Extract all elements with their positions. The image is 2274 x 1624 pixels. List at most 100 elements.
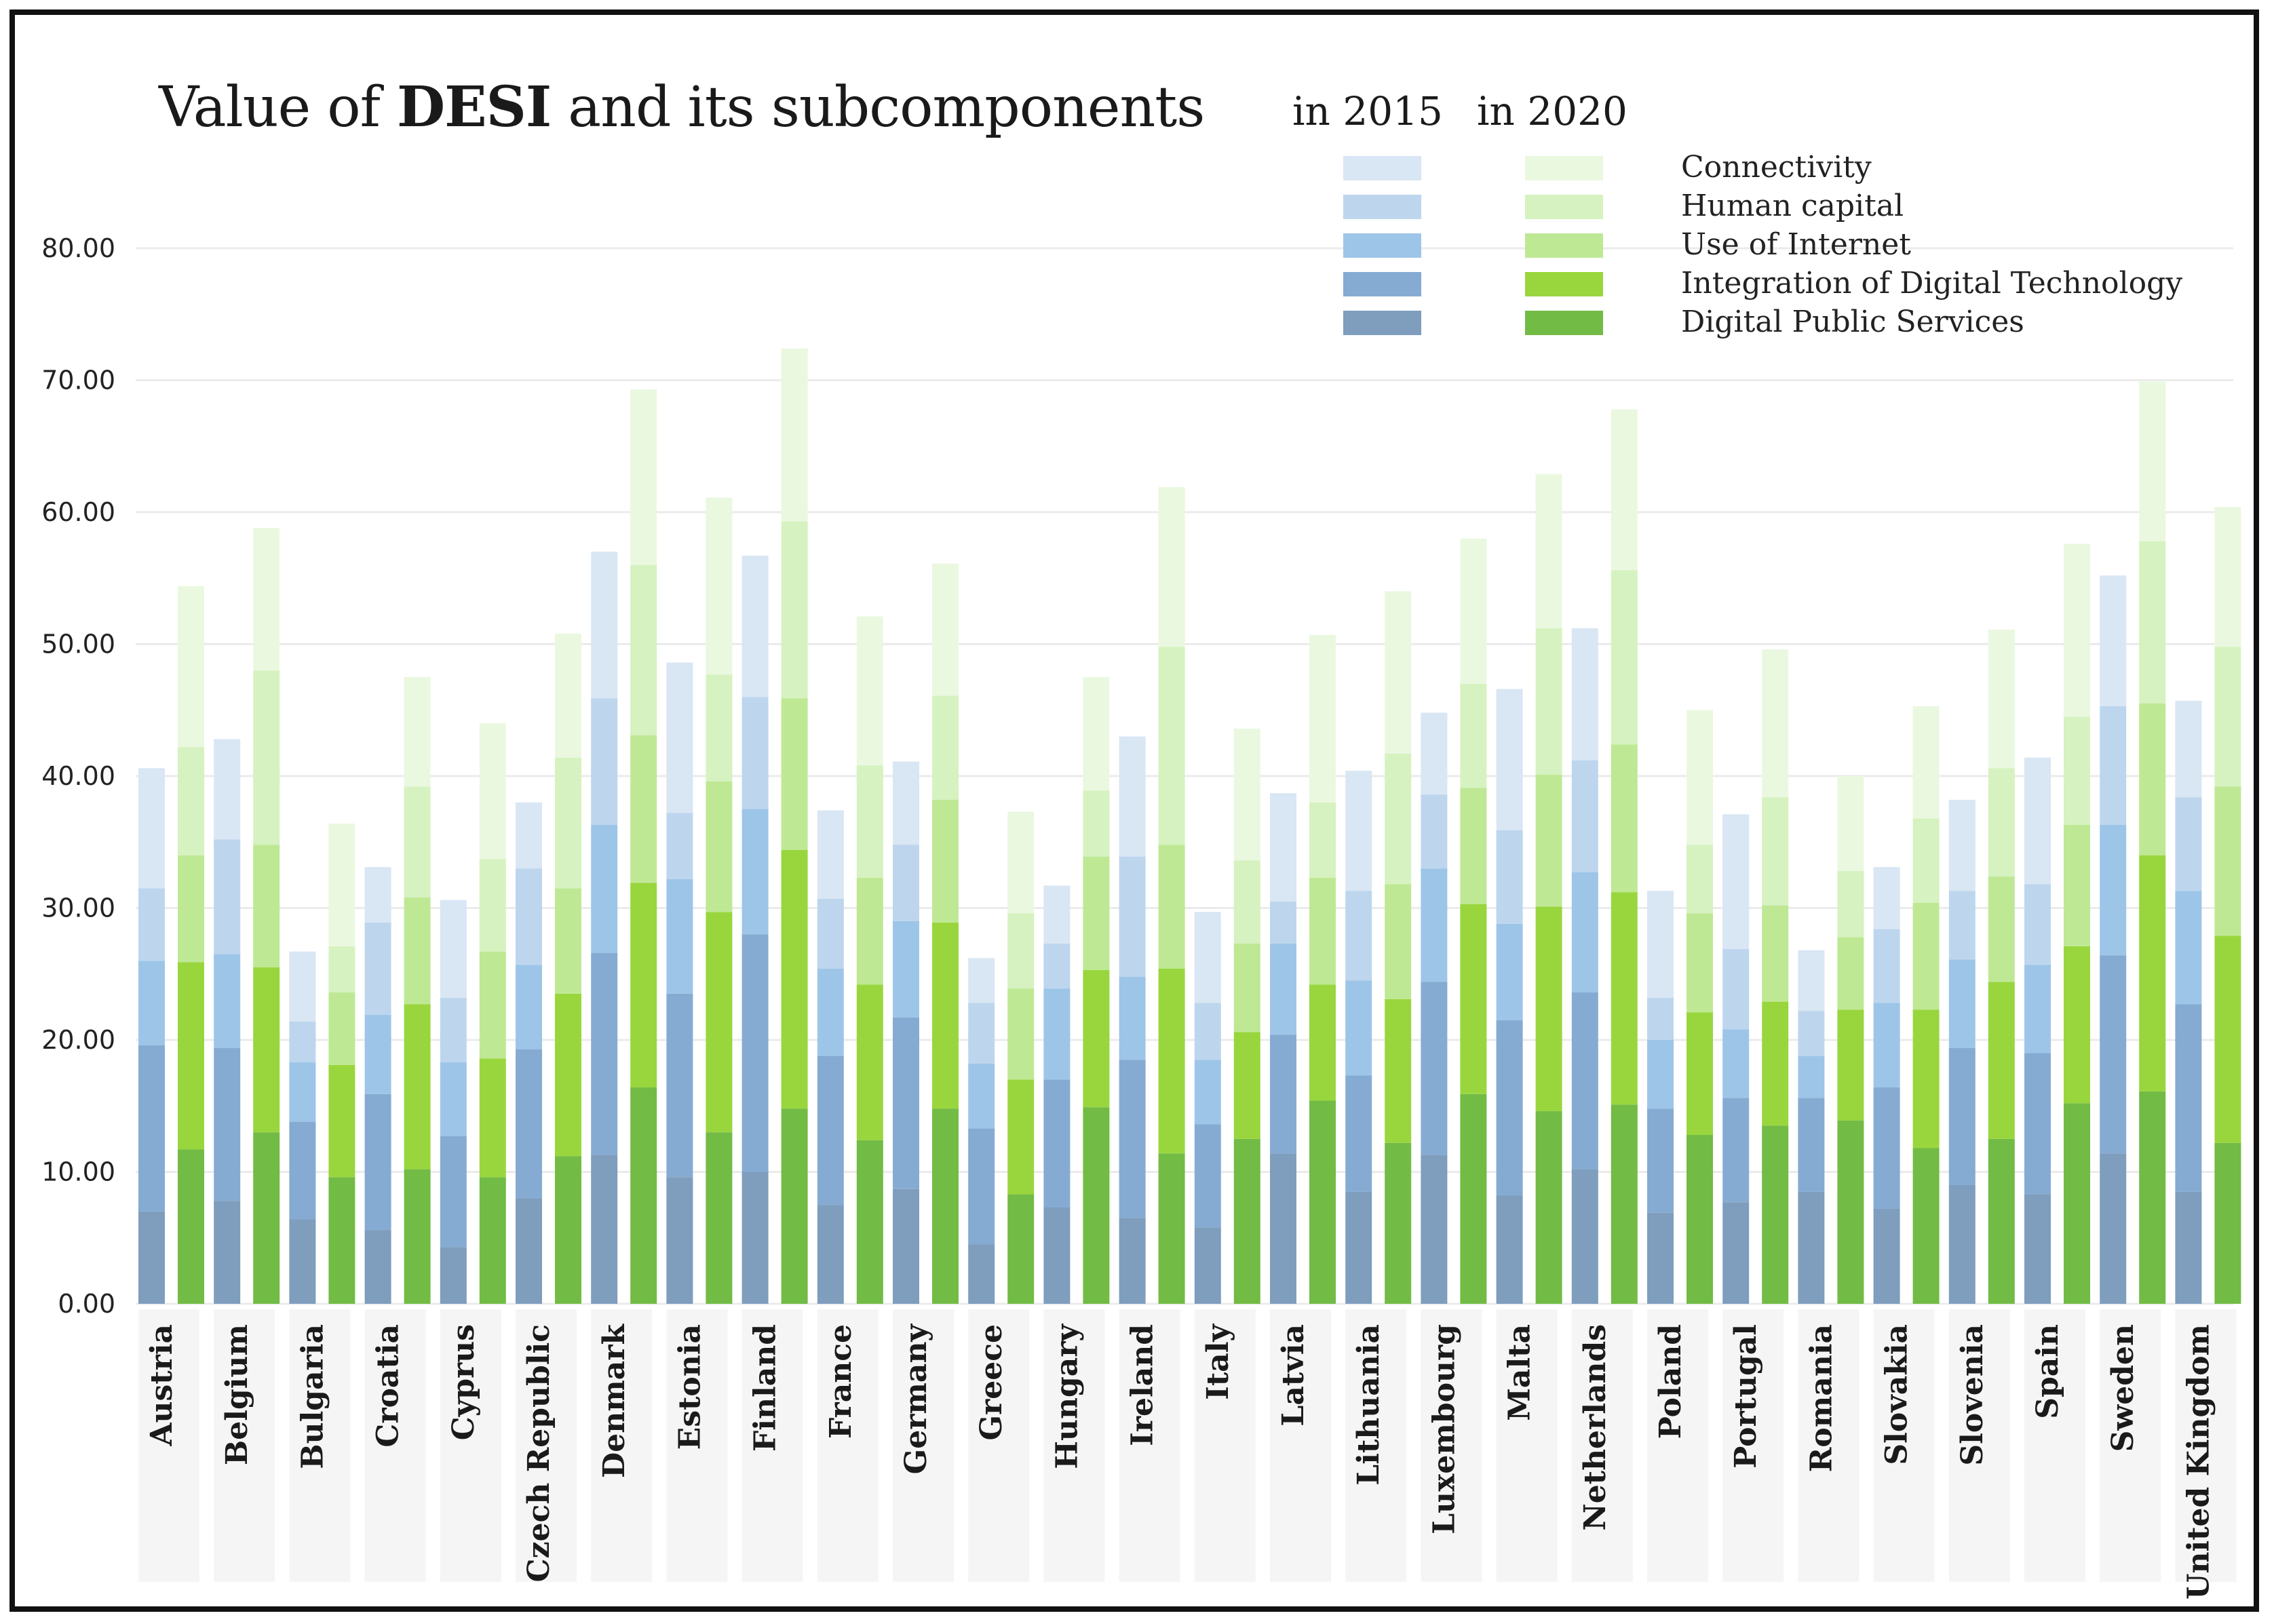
y-tick-label: 70.00 [41, 366, 115, 395]
bar-2020-digital-public-services [1385, 1142, 1412, 1304]
category-band [1647, 1309, 1708, 1582]
bar-2020-connectivity [1233, 728, 1260, 861]
bar-2020-connectivity [1460, 538, 1487, 684]
category-band [2175, 1309, 2237, 1582]
bar-2020-connectivity [1611, 409, 1638, 571]
bar-2015-connectivity [289, 951, 316, 1022]
bar-2015-integration-of-digital-technology [1496, 1020, 1523, 1196]
bar-2015-connectivity [2024, 757, 2051, 885]
bar-2015-connectivity [2175, 701, 2202, 798]
bar-2015-use-of-internet [968, 1064, 995, 1129]
y-tick-label: 50.00 [41, 630, 115, 659]
bar-2020-human-capital [555, 757, 581, 889]
bar-2015-integration-of-digital-technology [1345, 1075, 1372, 1192]
bar-2015-digital-public-services [2175, 1191, 2202, 1304]
category-band [666, 1309, 728, 1582]
bar-2020-connectivity [2064, 543, 2090, 717]
legend-swatch-2020 [1525, 233, 1603, 258]
bar-2020-use-of-internet [1611, 744, 1638, 893]
bar-2015-use-of-internet [516, 965, 542, 1049]
legend-label: Human capital [1681, 189, 1904, 223]
bar-2015-use-of-internet [214, 954, 241, 1048]
bar-2015-integration-of-digital-technology [2024, 1053, 2051, 1195]
category-band [1948, 1309, 2010, 1582]
bar-2015-use-of-internet [1873, 1003, 1900, 1088]
bar-2015-use-of-internet [1647, 1040, 1674, 1109]
bar-2020-integration-of-digital-technology [178, 962, 204, 1150]
bar-2020-human-capital [1837, 871, 1864, 937]
category-band [1798, 1309, 1859, 1582]
bar-2020-digital-public-services [1762, 1125, 1789, 1304]
bar-2015-human-capital [1119, 856, 1146, 977]
bar-2020-use-of-internet [1385, 884, 1412, 999]
bar-2020-human-capital [479, 859, 506, 952]
category-band [741, 1309, 803, 1582]
category-label: Denmark [597, 1323, 632, 1477]
bar-2020-human-capital [706, 674, 733, 781]
bar-2015-use-of-internet [1798, 1056, 1825, 1098]
category-label: Slovenia [1955, 1324, 1990, 1466]
bar-2020-integration-of-digital-technology [1460, 904, 1487, 1094]
bar-2015-digital-public-services [516, 1198, 542, 1304]
bar-2020-human-capital [1535, 628, 1562, 775]
category-label: Lithuania [1351, 1324, 1386, 1486]
legend-header-2020: in 2020 [1477, 88, 1627, 134]
bar-2015-human-capital [289, 1021, 316, 1063]
bar-2020-human-capital [630, 564, 657, 735]
bar-2020-use-of-internet [178, 855, 204, 963]
bar-2020-digital-public-services [1535, 1111, 1562, 1304]
legend-swatch-2020 [1525, 195, 1603, 219]
bar-2020-digital-public-services [1988, 1138, 2015, 1304]
category-label: Malta [1503, 1324, 1537, 1421]
bar-2015-connectivity [591, 552, 618, 699]
bar-2015-human-capital [364, 922, 391, 1016]
bar-2020-use-of-internet [1988, 876, 2015, 982]
bar-2020-human-capital [1460, 683, 1487, 788]
legend-swatch-2015 [1343, 272, 1421, 296]
bar-2015-connectivity [1722, 814, 1750, 949]
bar-2020-connectivity [856, 616, 883, 766]
bar-2015-use-of-internet [1421, 868, 1448, 982]
bar-2020-digital-public-services [1837, 1120, 1864, 1304]
bar-2020-human-capital [1611, 570, 1638, 745]
bar-2020-integration-of-digital-technology [1233, 1032, 1260, 1139]
legend-swatch-2015 [1343, 195, 1421, 219]
bar-2020-digital-public-services [1158, 1153, 1185, 1304]
bar-2020-use-of-internet [1460, 788, 1487, 904]
legend-swatch-2015 [1343, 233, 1421, 258]
bar-2020-digital-public-services [1233, 1138, 1260, 1304]
category-label: Sweden [2106, 1324, 2140, 1452]
bar-2020-integration-of-digital-technology [630, 883, 657, 1088]
bar-2015-integration-of-digital-technology [1571, 992, 1598, 1169]
category-label: Belgium [220, 1324, 254, 1465]
bar-2015-human-capital [516, 868, 542, 965]
bar-2015-human-capital [1194, 1003, 1221, 1060]
category-band [1421, 1309, 1482, 1582]
bar-2015-integration-of-digital-technology [1873, 1087, 1900, 1209]
bar-2015-integration-of-digital-technology [893, 1017, 919, 1189]
bar-2015-digital-public-services [2100, 1153, 2127, 1304]
bar-2015-integration-of-digital-technology [2175, 1004, 2202, 1192]
bar-2015-use-of-internet [289, 1062, 316, 1122]
category-label: Romania [1804, 1324, 1838, 1472]
bar-2020-digital-public-services [781, 1108, 808, 1304]
chart-title: Value of DESI and its subcomponents [159, 75, 1205, 140]
category-label: United Kingdom [2181, 1324, 2216, 1600]
bar-2020-use-of-internet [706, 781, 733, 912]
bar-2015-connectivity [2100, 575, 2127, 706]
bar-2020-connectivity [1912, 705, 1940, 819]
category-label: Luxembourg [1427, 1324, 1461, 1534]
bar-2020-connectivity [1687, 710, 1713, 845]
bar-2020-connectivity [932, 563, 959, 696]
category-label: Netherlands [1578, 1324, 1613, 1530]
category-band [138, 1309, 199, 1582]
bar-2020-digital-public-services [2139, 1091, 2166, 1304]
chart-title-prefix: Value of [159, 75, 397, 140]
bar-2020-integration-of-digital-technology [1535, 906, 1562, 1112]
category-label: Bulgaria [295, 1324, 330, 1469]
bar-2015-integration-of-digital-technology [1270, 1035, 1296, 1154]
bar-2020-use-of-internet [1687, 913, 1713, 1013]
bar-2020-connectivity [1535, 473, 1562, 629]
bar-2015-connectivity [1948, 800, 1976, 891]
bar-2020-integration-of-digital-technology [328, 1064, 355, 1178]
